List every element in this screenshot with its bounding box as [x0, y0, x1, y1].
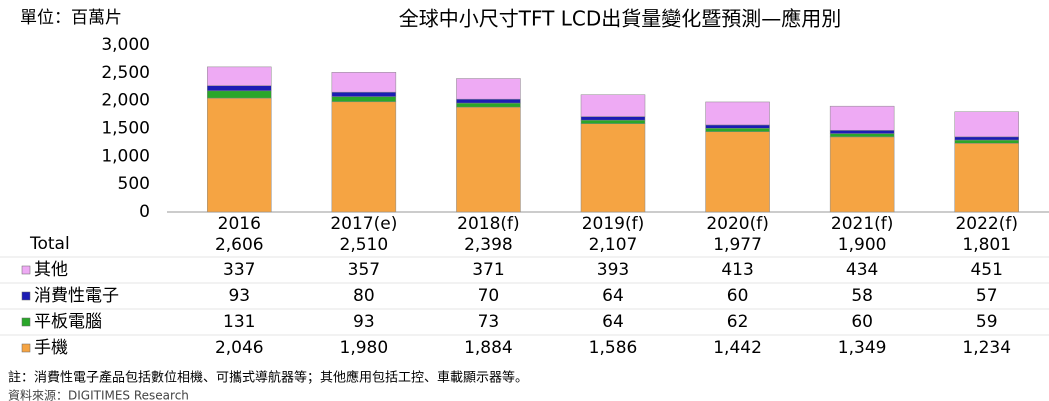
- y-tick-label: 0: [139, 202, 150, 222]
- legend-swatch: [21, 317, 31, 327]
- bar-segment: [954, 111, 1019, 138]
- table-value: 57: [976, 286, 998, 306]
- table-value: 393: [597, 260, 629, 280]
- x-tick-label: 2022(f): [955, 214, 1018, 234]
- table-value: 59: [976, 312, 998, 332]
- bar-segment: [456, 78, 521, 100]
- table-value: 357: [348, 260, 380, 280]
- unit-label: 單位：百萬片: [20, 8, 122, 28]
- table-value: 1,234: [962, 338, 1011, 358]
- bar-segment: [580, 116, 646, 121]
- table-value: 413: [721, 260, 753, 280]
- y-tick-label: 3,000: [101, 35, 150, 55]
- bar-segment: [331, 101, 397, 213]
- y-tick-label: 1,500: [101, 119, 150, 139]
- bar-segment: [331, 72, 397, 93]
- bar-segment: [954, 143, 1019, 213]
- legend-swatch: [21, 343, 31, 353]
- bar-segment: [580, 119, 646, 124]
- x-tick-label: 2016: [218, 214, 261, 234]
- bar-segment: [829, 136, 895, 213]
- bar-segment: [705, 124, 770, 129]
- y-tick-label: 2,000: [101, 91, 150, 111]
- legend-label: 平板電腦: [34, 312, 102, 332]
- table-value: 1,442: [713, 338, 762, 358]
- total-value: 1,900: [838, 235, 887, 255]
- bar-segment: [456, 102, 521, 108]
- bar-segment: [705, 101, 770, 126]
- bar-segment: [207, 85, 272, 92]
- table-value: 58: [851, 286, 873, 306]
- bar-segment: [580, 94, 646, 117]
- table-value: 60: [727, 286, 749, 306]
- total-value: 2,398: [464, 235, 513, 255]
- table-value: 80: [353, 286, 375, 306]
- legend-label: 消費性電子: [34, 286, 119, 306]
- bar-segment: [954, 139, 1019, 144]
- x-tick-label: 2019(f): [582, 214, 645, 234]
- bar-segment: [829, 130, 895, 134]
- bar-segment: [580, 123, 646, 213]
- table-value: 64: [602, 286, 624, 306]
- legend-swatch: [21, 265, 31, 275]
- note: 註：消費性電子產品包括數位相機、可攜式導航器等；其他應用包括工控、車載顯示器等。: [8, 370, 528, 386]
- bar-segment: [829, 133, 895, 138]
- source: 資料來源：DIGITIMES Research: [8, 389, 189, 401]
- table-value: 64: [602, 312, 624, 332]
- x-tick-label: 2017(e): [330, 214, 397, 234]
- table-value: 131: [223, 312, 255, 332]
- bar-segment: [456, 98, 521, 104]
- bar-segment: [829, 105, 895, 131]
- chart-title: 全球中小尺寸TFT LCD出貨量變化暨預測—應用別: [399, 7, 841, 31]
- bar-segment: [207, 90, 272, 99]
- x-tick-label: 2018(f): [457, 214, 520, 234]
- bar-segment: [207, 97, 272, 213]
- table-value: 1,980: [340, 338, 389, 358]
- y-tick-label: 1,000: [101, 146, 150, 166]
- bar-segment: [207, 66, 272, 86]
- total-value: 2,107: [589, 235, 638, 255]
- bar-segment: [456, 106, 521, 213]
- bar-segment: [705, 131, 770, 213]
- bar-segment: [705, 128, 770, 132]
- legend-label: 其他: [34, 260, 68, 280]
- table-value: 70: [478, 286, 500, 306]
- table-value: 371: [472, 260, 504, 280]
- bar-segment: [331, 96, 397, 103]
- table-value: 73: [478, 312, 500, 332]
- table-value: 1,349: [838, 338, 887, 358]
- table-value: 1,586: [589, 338, 638, 358]
- x-tick-label: 2021(f): [831, 214, 894, 234]
- table-value: 451: [970, 260, 1002, 280]
- table-value: 1,884: [464, 338, 513, 358]
- y-tick-label: 2,500: [101, 63, 150, 83]
- table-value: 60: [851, 312, 873, 332]
- table-value: 93: [228, 286, 250, 306]
- legend-label: 手機: [34, 338, 68, 358]
- total-value: 1,977: [713, 235, 762, 255]
- bar-segment: [331, 91, 397, 97]
- table-value: 434: [846, 260, 878, 280]
- table-value: 62: [727, 312, 749, 332]
- table-value: 2,046: [215, 338, 264, 358]
- total-value: 2,510: [340, 235, 389, 255]
- table-value: 337: [223, 260, 255, 280]
- total-label: Total: [29, 234, 70, 254]
- y-tick-label: 500: [118, 174, 150, 194]
- total-value: 1,801: [962, 235, 1011, 255]
- x-tick-label: 2020(f): [706, 214, 769, 234]
- table-value: 93: [353, 312, 375, 332]
- bar-segment: [954, 136, 1019, 141]
- legend-swatch: [21, 291, 31, 301]
- total-value: 2,606: [215, 235, 264, 255]
